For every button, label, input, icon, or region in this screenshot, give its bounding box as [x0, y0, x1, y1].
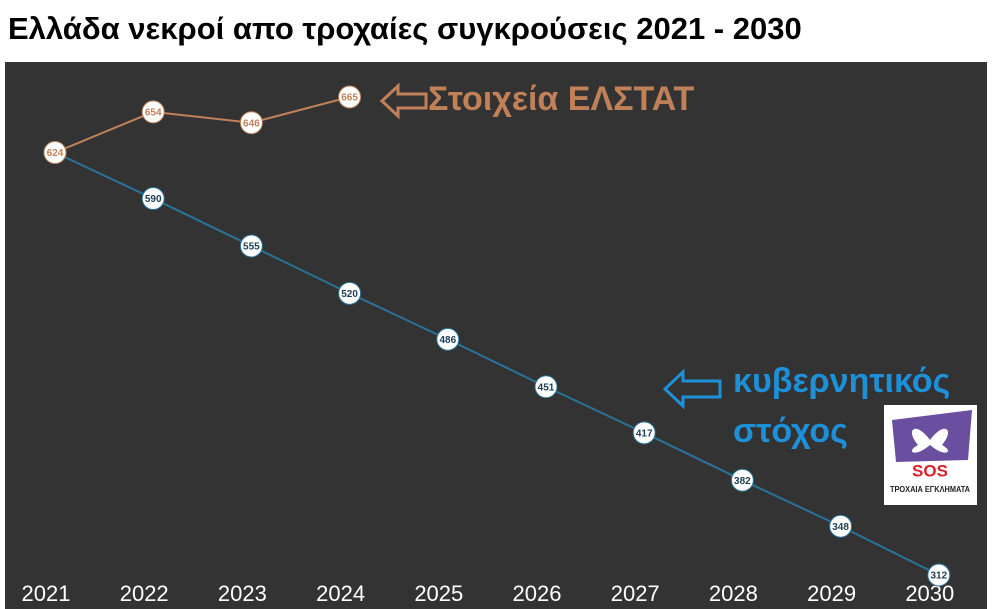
chart-title: Ελλάδα νεκροί απο τροχαίες συγκρούσεις 2…: [8, 11, 802, 46]
series-line: [54, 96, 350, 154]
point: [43, 141, 67, 165]
value-label: 520: [341, 289, 358, 300]
x-tick-label: 2027: [611, 581, 660, 606]
value-label: 451: [538, 382, 555, 393]
x-tick-label: 2022: [120, 581, 169, 606]
point: [239, 111, 263, 135]
point: [239, 234, 263, 258]
x-tick-label: 2024: [316, 581, 365, 606]
arrow: [379, 82, 428, 120]
point: [338, 281, 362, 305]
point: [141, 100, 165, 124]
value-label: 646: [243, 118, 260, 129]
point: [436, 327, 460, 351]
point: [338, 85, 362, 109]
arrow: [662, 368, 722, 410]
logo-subtitle: ΤΡΟΧΑΙΑ ΕΓΚΛΗΜΑΤΑ: [890, 485, 970, 494]
x-tick-label: 2021: [22, 581, 71, 606]
value-label: 312: [930, 571, 947, 582]
value-label: 624: [47, 148, 64, 159]
point: [927, 563, 951, 587]
x-tick-label: 2026: [513, 581, 562, 606]
logo-title: SOS: [912, 461, 948, 480]
value-label: 486: [439, 335, 456, 346]
series-line: [54, 151, 940, 576]
logo-butterfly: [911, 428, 949, 453]
point: [632, 421, 656, 445]
value-label: 590: [145, 194, 162, 205]
value-label: 654: [145, 108, 162, 119]
series-annotation: κυβερνητικός στόχος: [733, 362, 951, 450]
value-label: 417: [636, 428, 653, 439]
value-label: 665: [341, 93, 358, 104]
logo-splash: [892, 410, 972, 462]
value-label: 382: [734, 476, 751, 487]
point: [829, 514, 853, 538]
point: [730, 468, 754, 492]
series-annotation: Στοιχεία ΕΛΣΤΑΤ: [428, 80, 695, 118]
x-tick-label: 2030: [905, 581, 954, 606]
x-tick-label: 2029: [807, 581, 856, 606]
x-tick-label: 2023: [218, 581, 267, 606]
x-tick-label: 2028: [709, 581, 758, 606]
point: [141, 187, 165, 211]
value-label: 348: [832, 522, 849, 533]
x-tick-label: 2025: [414, 581, 463, 606]
point: [534, 375, 558, 399]
logo: SOS ΤΡΟΧΑΙΑ ΕΓΚΛΗΜΑΤΑ: [884, 405, 977, 505]
value-label: 555: [243, 242, 260, 253]
